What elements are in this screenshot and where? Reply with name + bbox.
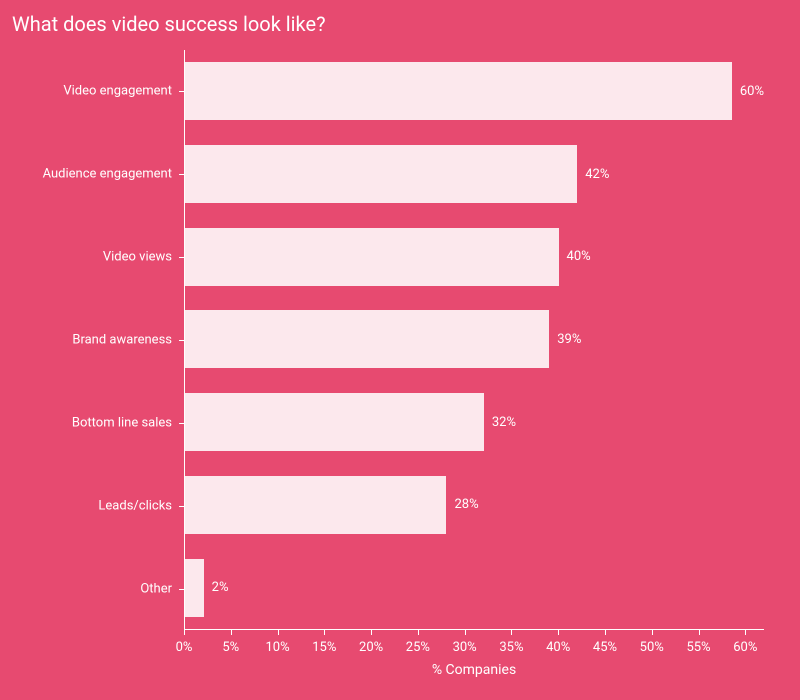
bar — [185, 559, 204, 617]
y-tick-label: Audience engagement — [43, 167, 184, 182]
x-tick-label: 55% — [686, 630, 710, 655]
bar-row: 28% — [185, 476, 764, 534]
y-tick-label: Brand awareness — [72, 333, 184, 348]
x-tick-label: 50% — [640, 630, 664, 655]
bar-row: 60% — [185, 62, 764, 120]
y-tick-mark — [179, 91, 184, 92]
chart-container: What does video success look like? 60% 42… — [0, 0, 800, 700]
bar — [185, 393, 484, 451]
y-tick-label: Bottom line sales — [72, 415, 184, 430]
y-tick-mark — [179, 340, 184, 341]
bar-row: 2% — [185, 559, 764, 617]
y-tick-mark — [179, 423, 184, 424]
plot-area: 60%42%40%39%32%28%2% % Companies Video e… — [184, 50, 764, 630]
x-tick-label: 45% — [593, 630, 617, 655]
x-tick-label: 60% — [733, 630, 757, 655]
bar-value-label: 2% — [212, 580, 229, 595]
x-tick-label: 20% — [359, 630, 383, 655]
bars-group: 60% 42% 40% 39% 32% 28% 2% — [185, 50, 764, 629]
x-tick-label: 15% — [312, 630, 336, 655]
bar-value-label: 28% — [454, 497, 478, 512]
chart-title: What does video success look like? — [12, 12, 326, 36]
bar-value-label: 39% — [557, 332, 581, 347]
bar-value-label: 32% — [492, 415, 516, 430]
bar-value-label: 40% — [567, 249, 591, 264]
y-tick-label: Other — [140, 581, 184, 596]
x-tick-label: 35% — [499, 630, 523, 655]
y-tick-mark — [179, 506, 184, 507]
bar — [185, 62, 732, 120]
bar-value-label: 42% — [585, 167, 609, 182]
y-tick-mark — [179, 174, 184, 175]
bar-value-label: 60% — [740, 84, 764, 99]
bar — [185, 228, 559, 286]
y-tick-label: Leads/clicks — [98, 498, 184, 513]
x-tick-label: 5% — [222, 630, 239, 655]
x-tick-label: 25% — [406, 630, 430, 655]
y-tick-mark — [179, 257, 184, 258]
bar-row: 39% — [185, 310, 764, 368]
x-tick-label: 40% — [546, 630, 570, 655]
y-tick-label: Video engagement — [63, 84, 184, 99]
bar-row: 40% — [185, 228, 764, 286]
bar — [185, 145, 577, 203]
bar — [185, 476, 446, 534]
x-tick-label: 0% — [176, 630, 193, 655]
x-tick-label: 30% — [453, 630, 477, 655]
bar-row: 32% — [185, 393, 764, 451]
bar-row: 42% — [185, 145, 764, 203]
y-tick-label: Video views — [103, 250, 184, 265]
y-tick-mark — [179, 589, 184, 590]
x-tick-label: 10% — [265, 630, 289, 655]
bar — [185, 310, 549, 368]
